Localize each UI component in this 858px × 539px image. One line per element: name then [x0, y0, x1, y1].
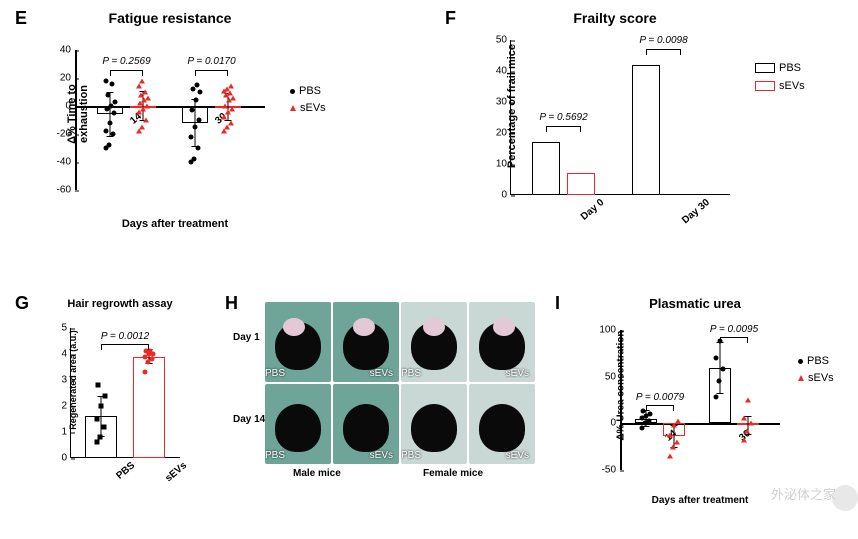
panel-e-title: Fatigue resistance: [80, 10, 260, 26]
panel-f-title: Frailty score: [540, 10, 690, 26]
panel-letter-g: G: [15, 293, 29, 314]
watermark-text: 外泌体之家: [771, 484, 836, 503]
chart-i-ylabel: Δ% Urea concentration: [616, 321, 627, 451]
legend-label: sEVs: [300, 102, 326, 114]
legend-label: PBS: [299, 85, 321, 97]
panel-g-title: Hair regrowth assay: [55, 298, 185, 310]
triangle-icon: [290, 105, 296, 111]
legend-e-pbs: PBS: [290, 85, 321, 97]
legend-f-pbs: PBS: [755, 62, 801, 74]
photo-thumb: sEVs: [333, 302, 399, 382]
panel-i-title: Plasmatic urea: [620, 296, 770, 311]
box-icon: [755, 63, 775, 73]
chart-g: 012345PBSsEVsP = 0.0012: [70, 328, 180, 458]
legend-f-sevs: sEVs: [755, 80, 805, 92]
triangle-icon: [798, 375, 804, 381]
photo-thumb: sEVs: [469, 384, 535, 464]
legend-e-sevs: sEVs: [290, 102, 326, 114]
photo-thumb: PBS: [265, 302, 331, 382]
photo-thumb: sEVs: [333, 384, 399, 464]
panel-letter-i: I: [555, 293, 560, 314]
legend-label: sEVs: [779, 80, 805, 92]
legend-i-pbs: PBS: [798, 355, 829, 367]
legend-label: PBS: [779, 62, 801, 74]
chart-i: -5005010014P = 0.007930P = 0.0095: [620, 330, 780, 470]
panel-letter-e: E: [15, 8, 27, 29]
panel-h-grid: Day 1PBSsEVsPBSsEVsDay 14PBSsEVsPBSsEVsM…: [265, 302, 545, 492]
photo-thumb: PBS: [265, 384, 331, 464]
chart-e-xlabel: Days after treatment: [95, 218, 255, 230]
circle-icon: [290, 89, 295, 94]
chart-g-ylabel: Regenerated area (a.u.): [68, 315, 78, 445]
legend-label: sEVs: [808, 372, 834, 384]
photo-thumb: PBS: [401, 384, 467, 464]
panel-letter-f: F: [445, 8, 456, 29]
chart-i-xlabel: Days after treatment: [625, 495, 775, 506]
chart-f: 01020304050Day 0P = 0.5692Day 30P = 0.00…: [510, 40, 730, 195]
photo-thumb: PBS: [401, 302, 467, 382]
circle-icon: [798, 359, 803, 364]
legend-i-sevs: sEVs: [798, 372, 834, 384]
chart-e-ylabel: Δ% Time to exhaustion: [66, 54, 90, 174]
photo-thumb: sEVs: [469, 302, 535, 382]
panel-letter-h: H: [225, 293, 238, 314]
box-icon: [755, 81, 775, 91]
chart-e: -60-40-200204014P = 0.256930P = 0.0170: [75, 50, 265, 190]
chart-f-ylabel: Percentage of frail mice: [506, 36, 518, 176]
legend-label: PBS: [807, 355, 829, 367]
